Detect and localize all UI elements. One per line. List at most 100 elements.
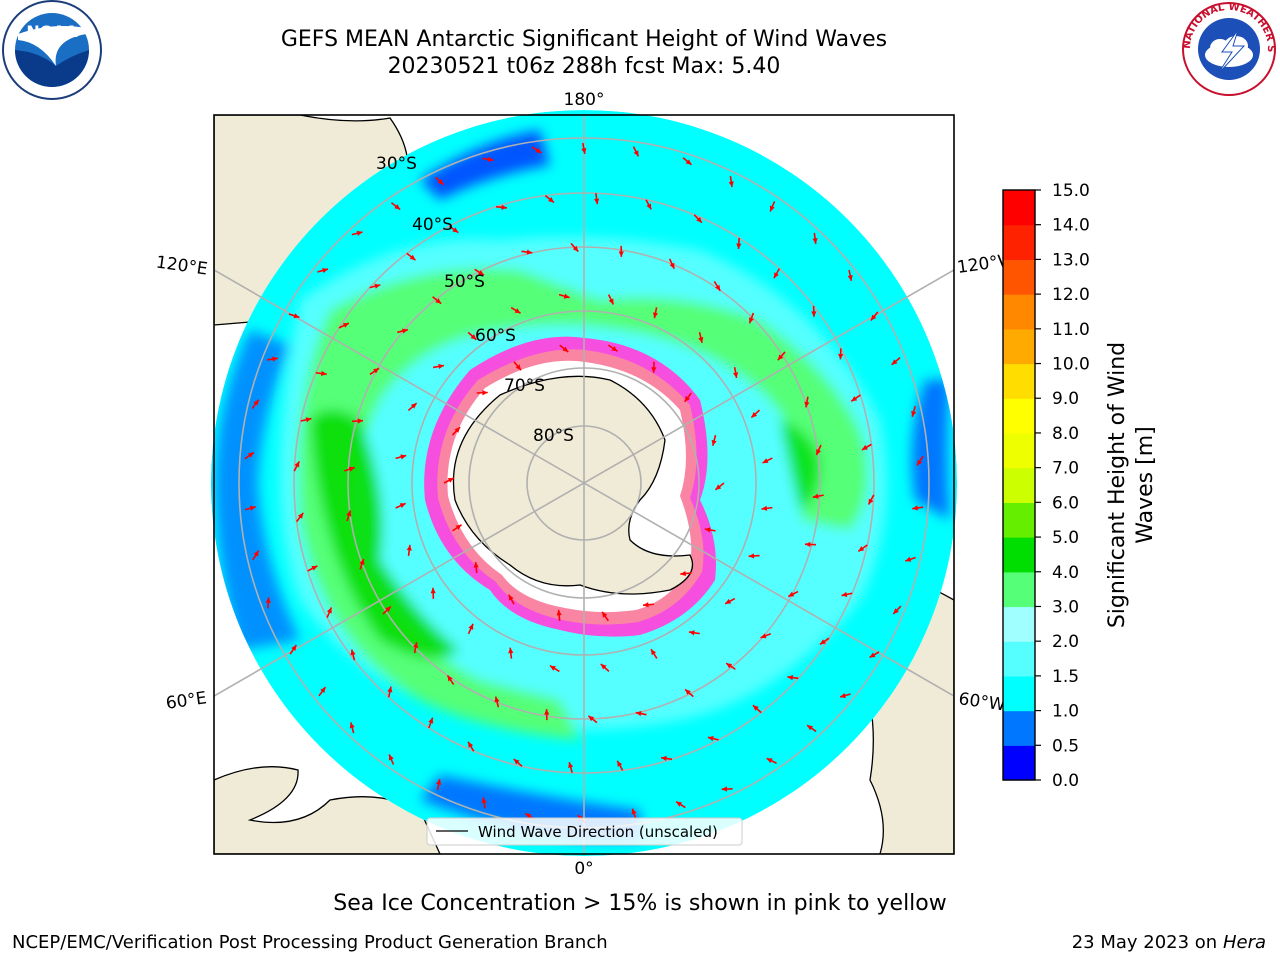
wave-direction-arrow [252, 550, 260, 561]
wave-direction-arrow [870, 311, 879, 321]
wave-direction-arrow [326, 607, 333, 618]
colorbar-tick-label: 10.0 [1052, 355, 1090, 375]
wave-direction-arrow [446, 674, 455, 685]
colorbar-swatch [1003, 294, 1035, 330]
wave-direction-arrow [390, 202, 401, 211]
wave-direction-arrow [508, 594, 515, 605]
wave-direction-arrow [289, 644, 298, 655]
wave-direction-arrow [344, 466, 356, 472]
lat-label-70s: 70°S [504, 376, 545, 396]
wave-direction-arrow [428, 717, 434, 729]
wave-direction-arrow [728, 176, 734, 188]
colorbar-swatch [1003, 190, 1035, 226]
legend-label: Wind Wave Direction (unscaled) [478, 823, 718, 841]
lat-label-30s: 30°S [376, 154, 417, 174]
chart-subtitle: 20230521 t06z 288h fcst Max: 5.40 [387, 54, 781, 79]
wave-direction-arrow [406, 252, 416, 261]
wave-direction-arrow [711, 434, 717, 446]
lat-label-60s: 60°S [475, 326, 516, 346]
wave-direction-arrow [315, 370, 327, 377]
lon-label-60e: 60°E [165, 688, 208, 713]
wave-direction-arrow [568, 761, 574, 773]
wave-direction-arrow [369, 283, 381, 289]
colorbar-tick-label: 1.0 [1052, 702, 1079, 722]
colorbar-swatch [1003, 398, 1035, 434]
colorbar-tick-label: 0.5 [1052, 736, 1079, 756]
colorbar-tick-label: 1.5 [1052, 667, 1079, 687]
lat-label-50s: 50°S [444, 272, 485, 292]
colorbar-tick-label: 13.0 [1052, 250, 1090, 270]
wave-direction-arrow [760, 632, 772, 639]
machine-name: Hera [1222, 932, 1266, 953]
wave-direction-arrow [495, 204, 508, 210]
wave-direction-arrow [293, 460, 300, 472]
wave-direction-arrow [698, 331, 704, 344]
wave-direction-arrow [436, 778, 442, 791]
wave-direction-arrow [600, 663, 610, 672]
colorbar: 0.0 0.5 1.0 1.5 2.0 3.0 4.0 5.0 6.0 7.0 8.0 9.0 10.0… [1002, 181, 1090, 791]
wave-direction-arrow [570, 242, 579, 253]
colorbar-tick-label: 9.0 [1052, 389, 1079, 409]
wave-direction-arrow [510, 306, 521, 314]
wave-direction-arrow [642, 602, 655, 608]
colorbar-tick-label: 4.0 [1052, 563, 1079, 583]
wave-direction-arrow [594, 193, 600, 205]
wave-direction-arrow [714, 482, 725, 491]
wave-direction-arrow [473, 561, 479, 574]
lat-label-80s: 80°S [533, 426, 574, 446]
colorbar-swatch [1003, 571, 1035, 608]
wave-direction-arrow [558, 293, 570, 299]
wave-direction-arrow [395, 454, 407, 460]
wave-direction-arrow [841, 591, 853, 597]
wave-direction-arrow [397, 328, 409, 334]
wave-direction-arrow [724, 597, 736, 605]
wave-direction-arrow [531, 146, 542, 154]
colorbar-swatch [1003, 537, 1035, 573]
wave-direction-arrow [607, 344, 618, 352]
colorbar-tick-label: 3.0 [1052, 597, 1079, 617]
wave-direction-arrow [632, 146, 640, 157]
wave-direction-arrow [318, 686, 327, 697]
wind-wave-arrows [244, 142, 924, 824]
wave-direction-arrow [812, 493, 824, 499]
wave-direction-arrow [847, 269, 853, 281]
wave-direction-arrow [725, 662, 736, 670]
wave-direction-arrow [388, 754, 395, 765]
wave-direction-arrow [349, 722, 355, 734]
wave-direction-arrow [631, 808, 637, 820]
sea-ice-note: Sea Ice Concentration > 15% is shown in … [333, 891, 947, 916]
antarctica-land [452, 375, 694, 595]
wave-direction-arrow [265, 597, 271, 609]
wave-direction-arrow [684, 392, 692, 403]
wave-direction-arrow [867, 494, 875, 505]
lon-label-120e: 120°E [155, 253, 209, 280]
wave-direction-arrow [544, 194, 555, 204]
wave-direction-arrow [911, 405, 917, 417]
wave-direction-arrow [601, 611, 609, 622]
wave-direction-arrow [244, 505, 256, 511]
wave-direction-arrow [761, 505, 773, 511]
wave-direction-arrow [513, 361, 522, 371]
wave-direction-arrow [607, 294, 615, 305]
wave-direction-arrow [559, 344, 569, 353]
colorbar-swatch [1003, 467, 1035, 503]
wave-direction-arrow [748, 312, 755, 324]
wave-direction-arrow [804, 541, 816, 548]
colorbar-tick-label: 14.0 [1052, 216, 1090, 236]
wave-direction-arrow [905, 556, 916, 562]
wave-direction-arrow [652, 307, 659, 319]
wave-direction-arrow [618, 245, 624, 257]
lat-label-40s: 40°S [412, 215, 453, 235]
wave-direction-arrow [443, 477, 455, 484]
wave-direction-arrow [752, 704, 762, 714]
colorbar-swatch [1003, 363, 1035, 399]
wave-direction-arrow [713, 281, 721, 292]
wave-direction-arrow [804, 396, 810, 408]
wave-direction-arrow [733, 367, 739, 379]
wave-direction-arrow [346, 510, 352, 522]
wave-direction-arrow [508, 647, 514, 659]
wave-direction-arrow [892, 605, 902, 615]
colorbar-swatch [1003, 224, 1035, 261]
wave-direction-arrow [721, 786, 733, 792]
